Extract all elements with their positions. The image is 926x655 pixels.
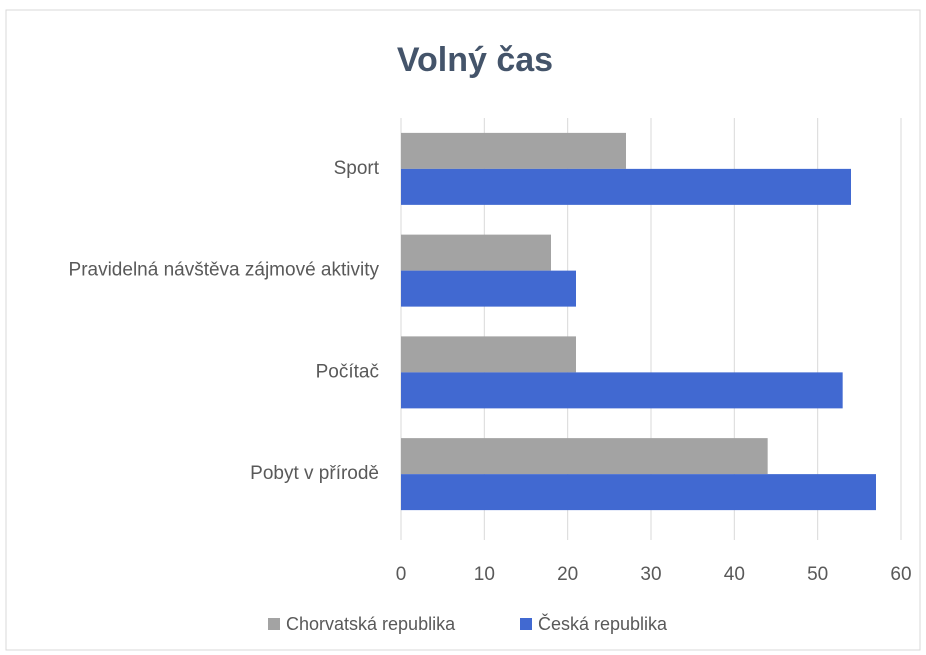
legend-label: Česká republika [538, 613, 668, 634]
bar [401, 438, 768, 475]
bar [401, 234, 551, 271]
y-tick-label: Pravidelná návštěva zájmové aktivity [69, 260, 380, 281]
y-tick-label: Sport [334, 158, 380, 179]
bar [401, 132, 626, 169]
x-tick-label: 0 [396, 564, 407, 585]
bar [401, 474, 876, 511]
legend-label: Chorvatská republika [286, 614, 456, 634]
x-tick-label: 20 [557, 564, 578, 585]
legend-swatch [268, 618, 280, 630]
bar [401, 372, 843, 409]
x-tick-label: 30 [640, 564, 661, 585]
x-tick-label: 40 [724, 564, 745, 585]
x-tick-label: 60 [890, 564, 911, 585]
y-tick-label: Počítač [316, 361, 379, 382]
bar [401, 168, 851, 205]
chart-title: Volný čas [397, 41, 553, 79]
chart-border [5, 9, 921, 651]
y-tick-label: Pobyt v přírodě [250, 463, 379, 484]
bar [401, 336, 576, 373]
legend-swatch [520, 618, 532, 630]
x-tick-label: 50 [807, 564, 828, 585]
x-tick-label: 10 [474, 564, 495, 585]
bar [401, 270, 576, 307]
